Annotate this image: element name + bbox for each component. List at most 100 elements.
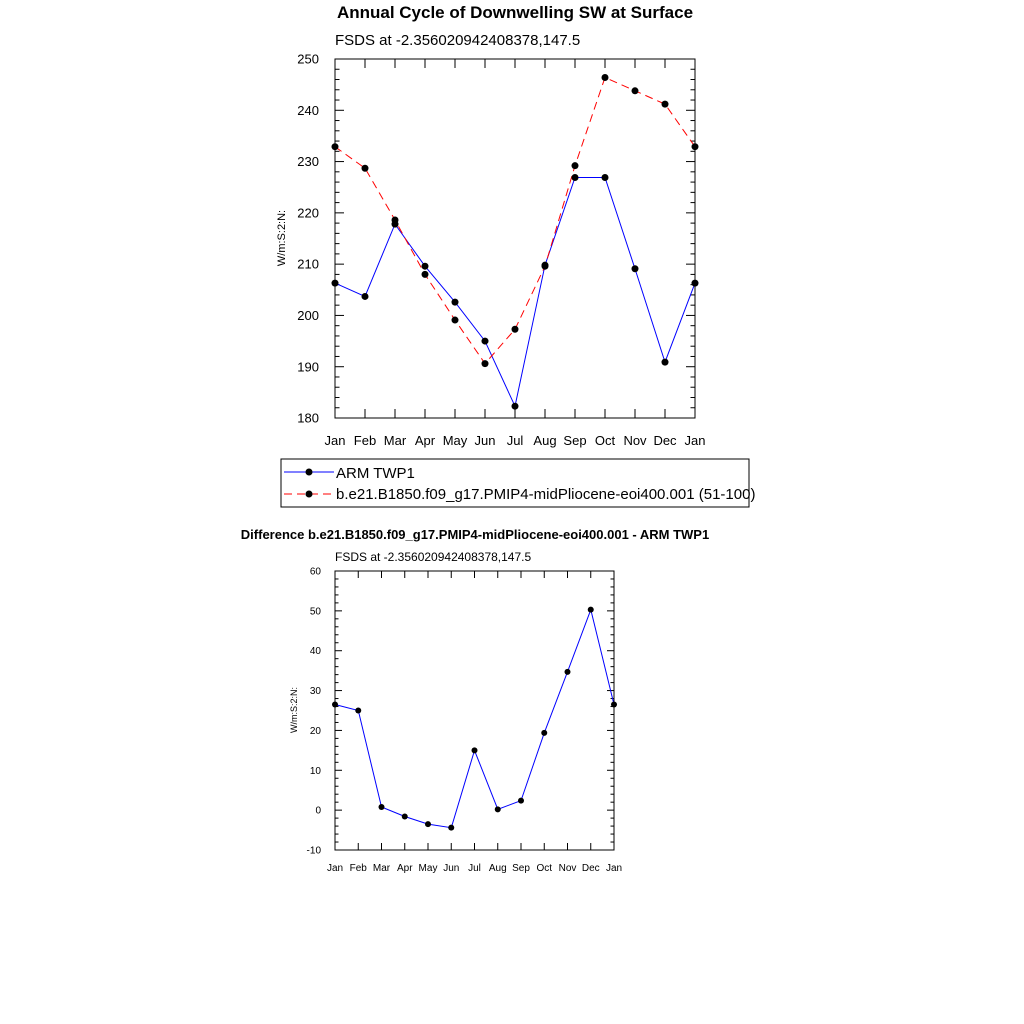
data-point — [421, 270, 429, 278]
data-point — [481, 360, 489, 368]
data-point — [564, 668, 571, 675]
data-point — [541, 262, 549, 270]
data-point — [401, 813, 408, 820]
series-line-1 — [334, 76, 696, 365]
data-point — [361, 292, 369, 300]
x-tick-label: Feb — [350, 863, 368, 874]
chart-title: Annual Cycle of Downwelling SW at Surfac… — [337, 3, 693, 22]
legend-label: b.e21.B1850.f09_g17.PMIP4-midPliocene-eo… — [336, 486, 755, 503]
data-point — [611, 701, 617, 708]
data-point — [361, 164, 369, 172]
chart-title: Difference b.e21.B1850.f09_g17.PMIP4-mid… — [241, 527, 709, 542]
data-point — [355, 707, 362, 714]
legend: ARM TWP1 b.e21.B1850.f09_g17.PMIP4-midPl… — [280, 458, 755, 508]
data-point — [601, 173, 609, 181]
x-tick-label: Jul — [507, 433, 524, 448]
y-tick-label: 220 — [297, 205, 319, 220]
data-point — [471, 747, 478, 754]
y-tick-label: 0 — [315, 806, 321, 817]
data-point — [451, 298, 459, 306]
legend-marker — [305, 490, 313, 498]
data-point — [331, 279, 339, 287]
x-tick-label: Aug — [533, 433, 556, 448]
x-tick-label: Apr — [397, 863, 413, 874]
x-tick-label: Oct — [536, 863, 552, 874]
x-tick-label: Jan — [327, 863, 343, 874]
annual-cycle-chart: Annual Cycle of Downwelling SW at Surfac… — [276, 3, 705, 448]
plot-frame — [334, 570, 615, 851]
data-point — [661, 100, 669, 108]
data-point — [691, 279, 699, 287]
x-tick-label: Sep — [563, 433, 586, 448]
data-point — [448, 824, 455, 831]
series-line-0 — [334, 177, 696, 408]
y-tick-label: 200 — [297, 308, 319, 323]
x-tick-label: Apr — [415, 433, 436, 448]
y-tick-label: 10 — [310, 766, 322, 777]
data-point — [451, 316, 459, 324]
data-point — [511, 325, 519, 333]
x-tick-label: Dec — [653, 433, 677, 448]
x-tick-label: Jun — [443, 863, 459, 874]
y-tick-label: 210 — [297, 257, 319, 272]
y-tick-label: 40 — [310, 646, 322, 657]
x-tick-label: May — [419, 863, 438, 874]
y-tick-label: 240 — [297, 103, 319, 118]
x-tick-label: Nov — [559, 863, 577, 874]
x-tick-label: May — [443, 433, 468, 448]
x-tick-label: Oct — [595, 433, 616, 448]
data-point — [494, 806, 501, 813]
x-tick-label: Jan — [685, 433, 706, 448]
legend-item-model: b.e21.B1850.f09_g17.PMIP4-midPliocene-eo… — [284, 486, 755, 503]
y-tick-label: 20 — [310, 726, 322, 737]
data-point — [601, 73, 609, 81]
data-point — [421, 262, 429, 270]
chart-subtitle: FSDS at -2.356020942408378,147.5 — [335, 550, 531, 564]
x-tick-label: Jan — [606, 863, 622, 874]
data-point — [661, 358, 669, 366]
data-point — [518, 797, 524, 804]
legend-label: ARM TWP1 — [336, 465, 415, 482]
data-point — [425, 821, 431, 828]
x-tick-label: Jan — [325, 433, 346, 448]
y-tick-label: 50 — [310, 606, 322, 617]
x-tick-label: Sep — [512, 863, 530, 874]
data-point — [331, 143, 339, 151]
y-axis-label: W/m:S:2:N: — [276, 210, 288, 266]
data-point — [541, 729, 548, 736]
legend-box — [280, 458, 750, 508]
x-tick-label: Feb — [354, 433, 376, 448]
legend-marker — [305, 468, 313, 476]
y-tick-label: 190 — [297, 359, 319, 374]
x-tick-label: Nov — [623, 433, 647, 448]
x-tick-label: Mar — [384, 433, 407, 448]
data-point — [631, 87, 639, 95]
data-point — [481, 337, 489, 345]
x-tick-label: Jul — [468, 863, 481, 874]
data-point — [571, 162, 579, 170]
plot-area: Jan Feb Mar Apr May Jun Jul Aug Sep Oct Nov Dec Jan 1… — [297, 52, 705, 448]
plot-area: Jan Feb Mar Apr May Jun Jul Aug Sep Oct Nov Dec Jan-… — [307, 567, 623, 875]
data-point — [391, 216, 399, 224]
y-tick-label: -10 — [307, 846, 322, 857]
data-point — [511, 402, 519, 410]
difference-chart: Difference b.e21.B1850.f09_g17.PMIP4-mid… — [241, 527, 709, 874]
y-axis-label: W/m:S:2:N: — [289, 687, 299, 733]
y-tick-label: 230 — [297, 154, 319, 169]
chart-subtitle: FSDS at -2.356020942408378,147.5 — [335, 32, 580, 49]
x-tick-label: Dec — [582, 863, 600, 874]
y-tick-label: 60 — [310, 567, 322, 578]
data-point — [332, 701, 338, 708]
x-tick-label: Mar — [373, 863, 391, 874]
data-point — [691, 143, 699, 151]
data-point — [571, 173, 579, 181]
data-point — [378, 803, 385, 810]
x-tick-label: Aug — [489, 863, 507, 874]
y-tick-label: 30 — [310, 686, 322, 697]
x-tick-label: Jun — [475, 433, 496, 448]
data-point — [631, 265, 639, 273]
y-tick-label: 250 — [297, 52, 319, 67]
data-point — [587, 606, 594, 613]
legend-item-arm-twp1: ARM TWP1 — [284, 465, 415, 482]
